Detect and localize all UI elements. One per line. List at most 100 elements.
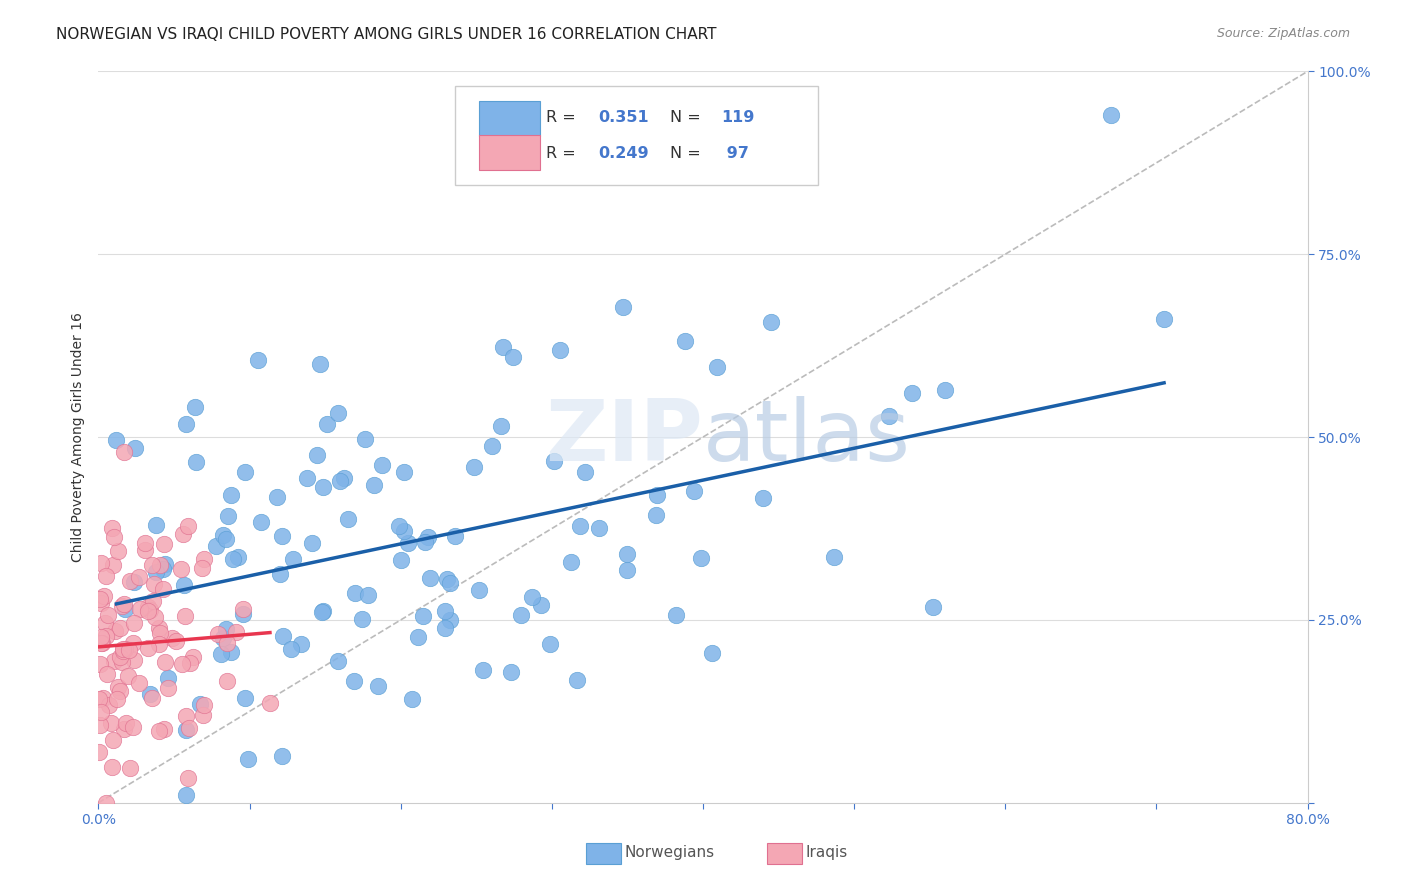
Iraqis <box>94 628 117 642</box>
Iraqis <box>115 716 138 731</box>
Norwegians <box>326 654 349 668</box>
Iraqis <box>170 562 193 576</box>
FancyBboxPatch shape <box>586 843 621 864</box>
Norwegians <box>222 552 245 566</box>
Iraqis <box>225 624 247 639</box>
Iraqis <box>152 582 174 596</box>
Iraqis <box>134 536 156 550</box>
Iraqis <box>112 723 135 737</box>
Iraqis <box>153 655 176 669</box>
Iraqis <box>103 654 125 668</box>
Iraqis <box>122 636 145 650</box>
Norwegians <box>481 439 503 453</box>
Iraqis <box>179 656 201 670</box>
Iraqis <box>215 636 238 650</box>
Norwegians <box>363 478 385 492</box>
Norwegians <box>439 575 461 590</box>
Iraqis <box>207 627 229 641</box>
Norwegians <box>215 623 238 637</box>
Norwegians <box>152 561 174 575</box>
Iraqis <box>143 576 166 591</box>
Norwegians <box>574 465 596 479</box>
Norwegians <box>560 555 582 569</box>
Iraqis <box>111 599 134 613</box>
Y-axis label: Child Poverty Among Girls Under 16: Child Poverty Among Girls Under 16 <box>70 312 84 562</box>
Norwegians <box>250 515 273 529</box>
Norwegians <box>280 642 302 657</box>
Iraqis <box>114 598 136 612</box>
Norwegians <box>350 612 373 626</box>
Norwegians <box>921 599 943 614</box>
Iraqis <box>177 519 200 533</box>
FancyBboxPatch shape <box>768 843 803 864</box>
Text: N =: N = <box>671 145 702 161</box>
Norwegians <box>336 512 359 526</box>
Norwegians <box>342 674 364 689</box>
Norwegians <box>548 343 571 358</box>
Norwegians <box>565 673 588 688</box>
Norwegians <box>412 609 434 624</box>
Iraqis <box>193 552 215 566</box>
Iraqis <box>176 771 198 785</box>
Text: R =: R = <box>546 110 575 125</box>
Iraqis <box>128 570 150 584</box>
Iraqis <box>87 692 110 706</box>
Norwegians <box>752 491 775 505</box>
Norwegians <box>436 572 458 586</box>
Text: 0.249: 0.249 <box>598 145 648 161</box>
Iraqis <box>96 796 118 810</box>
Norwegians <box>568 519 591 533</box>
Norwegians <box>312 604 335 618</box>
Norwegians <box>367 679 389 693</box>
Norwegians <box>290 636 312 650</box>
Norwegians <box>645 508 668 522</box>
Iraqis <box>90 636 112 650</box>
Iraqis <box>89 596 111 610</box>
Iraqis <box>152 537 174 551</box>
Iraqis <box>128 601 150 615</box>
Norwegians <box>301 536 323 550</box>
Norwegians <box>530 598 553 612</box>
Iraqis <box>93 589 115 603</box>
Iraqis <box>117 669 139 683</box>
Norwegians <box>389 552 412 566</box>
Norwegians <box>616 547 638 561</box>
Norwegians <box>463 459 485 474</box>
Iraqis <box>87 746 110 760</box>
Norwegians <box>647 488 669 502</box>
Iraqis <box>134 543 156 558</box>
Iraqis <box>120 574 142 589</box>
Iraqis <box>111 641 134 656</box>
Norwegians <box>415 535 437 549</box>
FancyBboxPatch shape <box>479 135 540 170</box>
Norwegians <box>326 406 349 420</box>
Iraqis <box>191 561 214 575</box>
Norwegians <box>683 483 706 498</box>
Norwegians <box>689 551 711 566</box>
Norwegians <box>232 607 254 621</box>
Norwegians <box>468 582 491 597</box>
Norwegians <box>1099 108 1122 122</box>
Norwegians <box>270 529 292 543</box>
Iraqis <box>111 655 134 669</box>
Norwegians <box>700 646 723 660</box>
Norwegians <box>215 532 238 546</box>
Iraqis <box>149 625 172 640</box>
FancyBboxPatch shape <box>479 101 540 136</box>
Iraqis <box>112 444 135 458</box>
Text: NORWEGIAN VS IRAQI CHILD POVERTY AMONG GIRLS UNDER 16 CORRELATION CHART: NORWEGIAN VS IRAQI CHILD POVERTY AMONG G… <box>56 27 717 42</box>
Norwegians <box>877 409 900 424</box>
Iraqis <box>141 558 163 572</box>
Iraqis <box>91 636 114 650</box>
Iraqis <box>96 667 118 681</box>
Norwegians <box>329 474 352 488</box>
Iraqis <box>153 722 176 736</box>
Iraqis <box>90 705 112 719</box>
Norwegians <box>269 567 291 582</box>
Norwegians <box>122 574 145 589</box>
Iraqis <box>89 718 111 732</box>
Norwegians <box>217 508 239 523</box>
Norwegians <box>305 449 328 463</box>
Iraqis <box>108 621 131 635</box>
Norwegians <box>612 300 634 314</box>
